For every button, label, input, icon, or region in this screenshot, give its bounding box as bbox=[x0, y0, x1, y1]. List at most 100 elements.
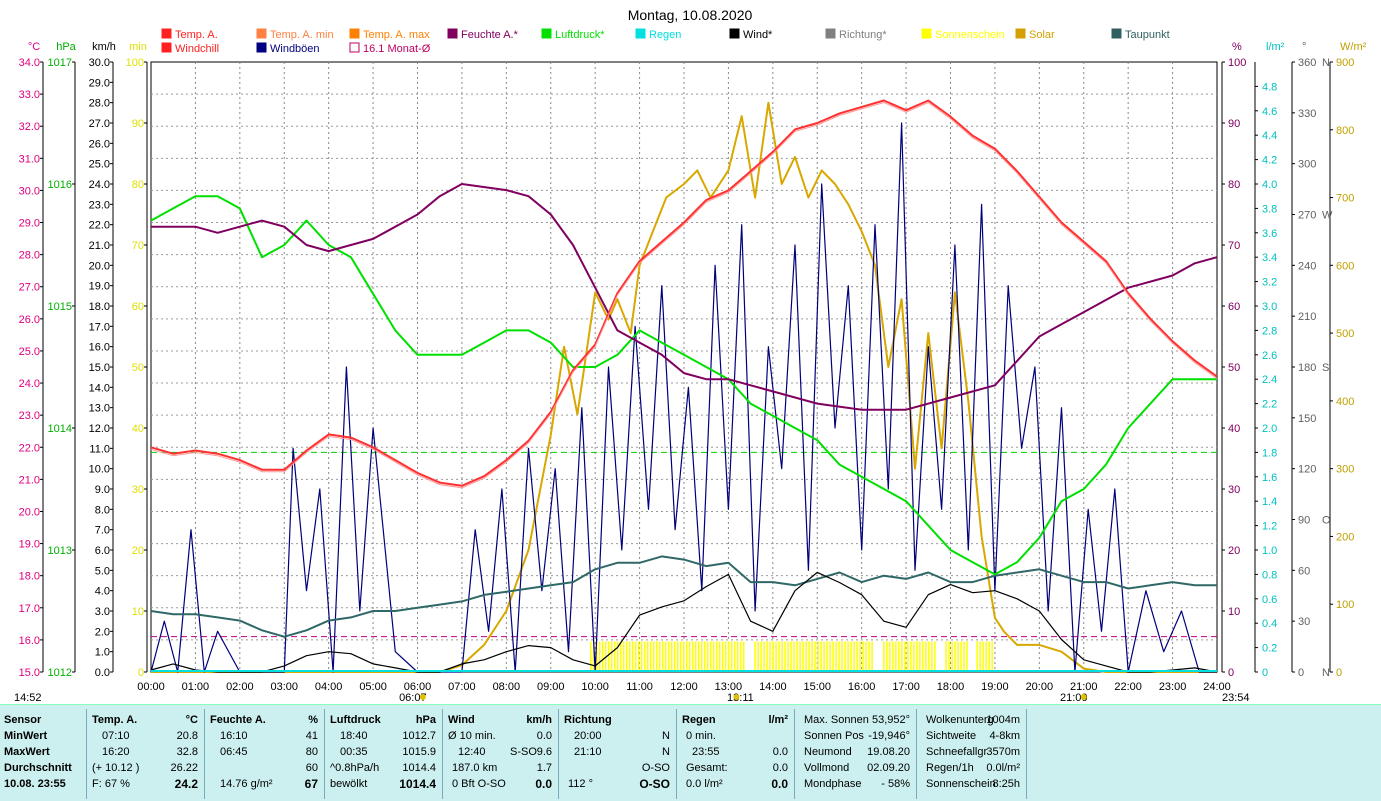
rain-axis-tick-label: 4.6 bbox=[1262, 106, 1277, 118]
pressure-axis-tick-label: 1015 bbox=[48, 301, 72, 313]
x-tick-label: 06:00 bbox=[404, 681, 432, 693]
wind-avg10-label: Ø 10 min. bbox=[448, 730, 496, 742]
legend-label: Windböen bbox=[270, 43, 320, 55]
legend-label: Richtung* bbox=[839, 29, 887, 41]
direction-letter: N bbox=[1322, 57, 1330, 69]
press-max-time: 00:35 bbox=[340, 746, 368, 758]
legend-label: Solar bbox=[1029, 29, 1055, 41]
wind-axis-tick-label: 30.0 bbox=[89, 57, 110, 69]
direction-axis-tick-label: 180 bbox=[1298, 362, 1316, 374]
hdr-wind: Wind bbox=[448, 714, 475, 726]
rain-max-time: 23:55 bbox=[692, 746, 720, 758]
hdr-dir: Richtung bbox=[564, 714, 612, 726]
pressure-axis-tick-label: 1012 bbox=[48, 667, 72, 679]
astro-moon-phase-value: - 58% bbox=[881, 778, 910, 790]
temp-min-value: 20.8 bbox=[176, 730, 198, 742]
hum-avg-value: 60 bbox=[305, 762, 318, 774]
rain-axis-tick-label: 4.2 bbox=[1262, 155, 1277, 167]
humidity-axis-unit: % bbox=[1232, 41, 1242, 53]
wind-axis-tick-label: 5.0 bbox=[95, 565, 110, 577]
hdr-hum-unit: % bbox=[308, 714, 318, 726]
stats-hum-col: Feuchte A.% 16:10 41 06:45 80 60 14.76 g/m… bbox=[206, 709, 325, 799]
x-tick-label: 08:00 bbox=[493, 681, 521, 693]
temp-now-value: 24.2 bbox=[174, 777, 198, 791]
series-solar bbox=[151, 101, 1217, 673]
hdr-rain: Regen bbox=[682, 714, 716, 726]
temp-max-time: 16:20 bbox=[102, 746, 130, 758]
humidity-axis-tick-label: 10 bbox=[1228, 606, 1240, 618]
legend: Temp. A. Temp. A. min Temp. A. max Feuchte … bbox=[161, 28, 1170, 55]
x-tick-label: 23:00 bbox=[1159, 681, 1187, 693]
humidity-axis-tick-label: 60 bbox=[1228, 301, 1240, 313]
misc-snowline-label: Schneefallgr bbox=[926, 746, 988, 758]
direction-axis-tick-label: 30 bbox=[1298, 616, 1310, 628]
wind-axis-unit: km/h bbox=[92, 41, 116, 53]
misc-visibility-value: 4-8km bbox=[989, 730, 1020, 742]
legend-swatch bbox=[825, 28, 836, 39]
temp-axis-tick-label: 25.0 bbox=[19, 346, 40, 358]
grid bbox=[150, 61, 1218, 673]
wind-axis-tick-label: 19.0 bbox=[89, 281, 110, 293]
stats-dir-col: Richtung 20:00 N 21:10 N O-SO 112 ° O-SO bbox=[560, 709, 677, 799]
press-avg-value: 1014.4 bbox=[402, 762, 436, 774]
pressure-axis-tick-label: 1016 bbox=[48, 179, 72, 191]
press-now-value: 1014.4 bbox=[399, 777, 436, 791]
x-tick-label: 22:00 bbox=[1114, 681, 1142, 693]
sunshine-axis-tick-label: 30 bbox=[132, 484, 144, 496]
sunshine-axis-tick-label: 100 bbox=[126, 57, 144, 69]
rain-axis-tick-label: 1.6 bbox=[1262, 472, 1277, 484]
hum-min-value: 41 bbox=[305, 730, 318, 742]
wind-axis-tick-label: 28.0 bbox=[89, 98, 110, 110]
hdr-temp: Temp. A. bbox=[92, 714, 138, 726]
x-tick-label: 13:00 bbox=[715, 681, 743, 693]
direction-axis-tick-label: 150 bbox=[1298, 413, 1316, 425]
sun-marker bbox=[1080, 694, 1087, 700]
rain-axis-tick-label: 1.8 bbox=[1262, 447, 1277, 459]
humidity-axis-tick-label: 100 bbox=[1228, 57, 1246, 69]
misc-visibility-label: Sichtweite bbox=[926, 730, 977, 742]
rain-axis-tick-label: 2.0 bbox=[1262, 423, 1277, 435]
wind-axis-tick-label: 22.0 bbox=[89, 220, 110, 232]
legend-swatch bbox=[256, 42, 267, 53]
solar-axis-tick-label: 200 bbox=[1336, 531, 1354, 543]
stats-temp-col: Temp. A. °C 07:10 20.8 16:20 32.8 (+ 10.12 … bbox=[88, 709, 205, 799]
pressure-axis-tick-label: 1014 bbox=[48, 423, 72, 435]
legend-label: 16.1 Monat-Ø bbox=[363, 43, 431, 55]
temp-axis-tick-label: 33.0 bbox=[19, 89, 40, 101]
time-marker-label: 21:00 bbox=[1060, 692, 1088, 704]
temp-axis-tick-label: 34.0 bbox=[19, 57, 40, 69]
rain-axis-tick-label: 2.4 bbox=[1262, 374, 1277, 386]
x-tick-label: 09:00 bbox=[537, 681, 565, 693]
astro-new-moon-value: 19.08.20 bbox=[867, 746, 910, 758]
legend-swatch bbox=[161, 28, 172, 39]
dir-now-deg: 112 ° bbox=[568, 778, 593, 790]
wind-now-value: 0.0 bbox=[535, 777, 552, 791]
direction-axis-tick-label: 0 bbox=[1298, 667, 1304, 679]
x-tick-label: 24:00 bbox=[1203, 681, 1231, 693]
rain-axis-tick-label: 3.8 bbox=[1262, 203, 1277, 215]
x-tick-label: 18:00 bbox=[937, 681, 965, 693]
temp-axis-tick-label: 32.0 bbox=[19, 121, 40, 133]
humidity-axis-tick-label: 20 bbox=[1228, 545, 1240, 557]
hdr-press: Luftdruck bbox=[330, 714, 381, 726]
press-max-value: 1015.9 bbox=[402, 746, 436, 758]
sunshine-axis-tick-label: 80 bbox=[132, 179, 144, 191]
temp-axis-tick-label: 21.0 bbox=[19, 474, 40, 486]
hum-min-time: 16:10 bbox=[220, 730, 248, 742]
hum-now-value: 67 bbox=[304, 777, 318, 791]
rain-axis-tick-label: 4.4 bbox=[1262, 130, 1277, 142]
rain-duration: 0 min. bbox=[686, 730, 716, 742]
series-luftdruck bbox=[150, 195, 1217, 576]
stats-sensor-col: Sensor MinWert MaxWert Durchschnitt 10.0… bbox=[0, 709, 87, 799]
plot-area bbox=[150, 99, 1218, 673]
temp-axis-tick-label: 18.0 bbox=[19, 571, 40, 583]
chart-title: Montag, 10.08.2020 bbox=[628, 7, 753, 23]
humidity-axis-tick-label: 80 bbox=[1228, 179, 1240, 191]
wind-axis-tick-label: 9.0 bbox=[95, 484, 110, 496]
x-tick-label: 02:00 bbox=[226, 681, 254, 693]
wind-axis-tick-label: 29.0 bbox=[89, 77, 110, 89]
hum-now-label: 14.76 g/m² bbox=[220, 778, 273, 790]
rain-axis-tick-label: 2.2 bbox=[1262, 399, 1277, 411]
wind-axis-tick-label: 15.0 bbox=[89, 362, 110, 374]
stats-rain-col: Regen l/m² 0 min. 23:55 0.0 Gesamt: 0.0 0.0… bbox=[678, 709, 795, 799]
